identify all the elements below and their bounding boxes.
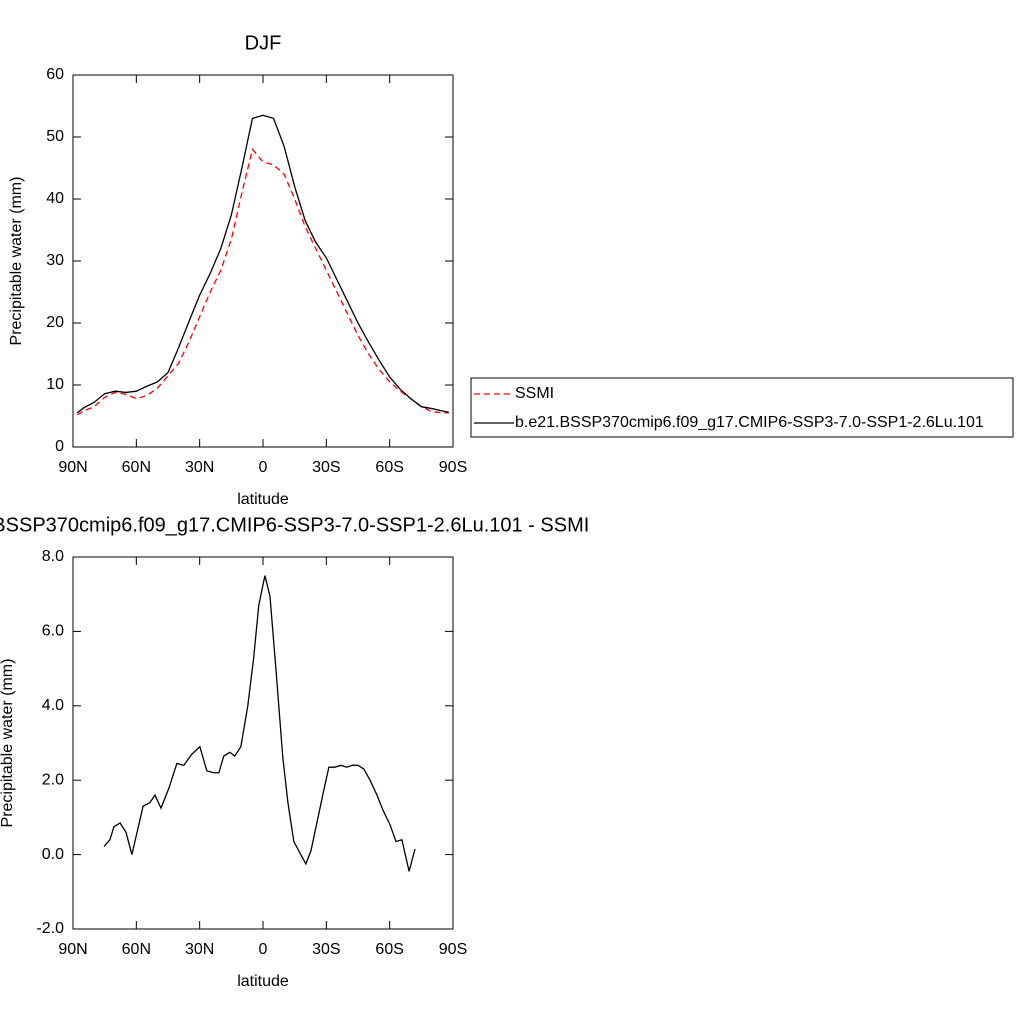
- chart-title: b.e21.BSSP370cmip6.f09_g17.CMIP6-SSP3-7.…: [0, 514, 589, 536]
- legend-box: [470, 377, 1014, 438]
- x-tick-label: 60S: [375, 459, 403, 476]
- y-tick-label: 4.0: [42, 697, 64, 714]
- x-tick-label: 0: [259, 941, 268, 958]
- y-axis-label: Precipitable water (mm): [0, 659, 16, 828]
- x-tick-label: 30N: [185, 941, 214, 958]
- line: [76, 148, 449, 416]
- y-tick-label: 30: [46, 252, 64, 269]
- y-tick-label: 60: [46, 66, 64, 83]
- y-tick-label: -2.0: [36, 920, 64, 937]
- x-tick-label: 90S: [439, 941, 467, 958]
- y-axis-label: Precipitable water (mm): [8, 177, 25, 346]
- x-tick-label: 60S: [375, 941, 403, 958]
- legend-label: SSMI: [515, 385, 554, 402]
- plot-frame: [72, 74, 454, 448]
- line: [103, 575, 416, 872]
- x-tick-label: 60N: [122, 941, 151, 958]
- y-tick-label: 0: [55, 438, 64, 455]
- x-tick-label: 90S: [439, 459, 467, 476]
- x-axis-label: latitude: [237, 973, 289, 990]
- x-tick-label: 90N: [58, 459, 87, 476]
- y-tick-label: 10: [46, 376, 64, 393]
- x-tick-label: 30S: [312, 941, 340, 958]
- x-tick-label: 30N: [185, 459, 214, 476]
- legend-label: b.e21.BSSP370cmip6.f09_g17.CMIP6-SSP3-7.…: [515, 414, 984, 431]
- chart-title: DJF: [245, 32, 282, 54]
- line: [76, 114, 449, 414]
- x-tick-label: 60N: [122, 459, 151, 476]
- y-tick-label: 8.0: [42, 548, 64, 565]
- y-tick-label: 40: [46, 190, 64, 207]
- x-tick-label: 0: [259, 459, 268, 476]
- y-tick-label: 20: [46, 314, 64, 331]
- y-tick-label: 0.0: [42, 846, 64, 863]
- plot-frame: [72, 556, 454, 930]
- x-axis-label: latitude: [237, 491, 289, 508]
- y-tick-label: 2.0: [42, 771, 64, 788]
- x-tick-label: 90N: [58, 941, 87, 958]
- x-tick-label: 30S: [312, 459, 340, 476]
- y-tick-label: 6.0: [42, 623, 64, 640]
- y-tick-label: 50: [46, 128, 64, 145]
